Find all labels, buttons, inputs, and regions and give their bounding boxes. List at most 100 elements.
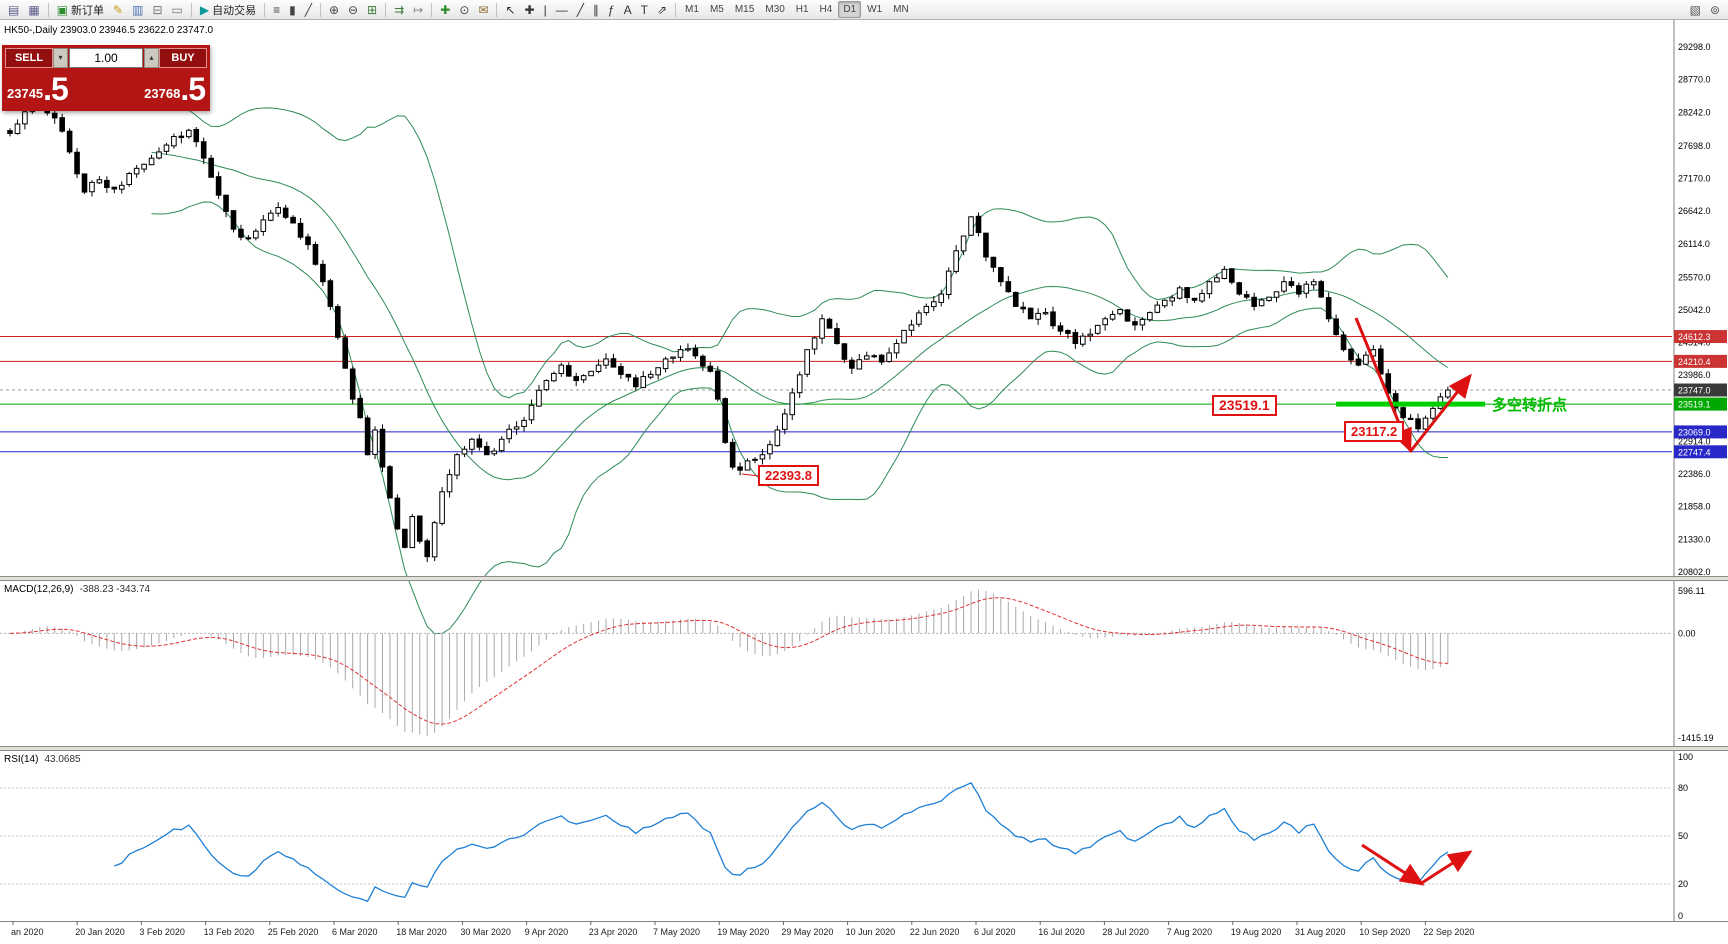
cursor-icon: ↖ (505, 2, 516, 17)
line-chart-mode-button[interactable]: ╱ (301, 1, 316, 18)
indicators-button[interactable]: ✚ (436, 1, 454, 18)
chart-background (0, 20, 1728, 944)
price-axis-label: 28770.0 (1678, 75, 1711, 85)
volume-input[interactable] (70, 49, 142, 67)
autotrading-button[interactable]: ▶ 自动交易 (196, 1, 260, 18)
candle-body (953, 250, 959, 272)
candle-body (893, 342, 900, 354)
time-axis-label: 19 May 2020 (717, 927, 769, 937)
rsi-trend-arrow-4[interactable] (1419, 850, 1473, 886)
terminal-button[interactable]: ▭ (168, 1, 187, 18)
timeframe-m30-button[interactable]: M30 (760, 1, 789, 18)
price-annotation-23519[interactable]: 23519.1 (1212, 395, 1277, 416)
market-watch-button[interactable]: ▥ (128, 1, 147, 18)
auto-scroll-button[interactable]: ⇉ (390, 1, 408, 18)
new-order-button-label: 新订单 (71, 4, 105, 17)
trendline-button[interactable]: ╱ (573, 1, 588, 18)
candle-body (245, 237, 252, 240)
candle-body (588, 370, 594, 377)
candle-body (990, 256, 997, 268)
new-order-button[interactable]: ▣ 新订单 (53, 1, 108, 18)
timeframe-m1-button[interactable]: M1 (680, 1, 704, 18)
rsi-trend-arrow-3[interactable] (1361, 843, 1425, 886)
candle-body (81, 173, 88, 193)
panel-splitter-1[interactable] (0, 576, 1728, 581)
bar-chart-mode-button[interactable]: ≡ (269, 1, 284, 18)
text-tool-button[interactable]: A (620, 1, 636, 18)
rsi-line (114, 782, 1449, 903)
zoom-in-button[interactable]: ⊕ (325, 1, 343, 18)
candle-body (1102, 318, 1108, 326)
price-annotation-23117[interactable]: 23117.2 (1344, 421, 1405, 442)
equidistant-channel-button[interactable]: ∥ (589, 1, 603, 18)
candle-body (849, 359, 855, 369)
main-trend-arrow-2[interactable] (1408, 373, 1472, 453)
volume-increase-button[interactable]: ▴ (144, 48, 159, 68)
templates-button[interactable]: ✉ (474, 1, 492, 18)
periods-button[interactable]: ⊙ (455, 1, 473, 18)
candle-body (670, 356, 676, 359)
metaeditor-button[interactable]: ✎ (109, 1, 127, 18)
candle-body (1206, 281, 1213, 295)
fibonacci-button[interactable]: ƒ (604, 1, 619, 18)
new-window-icon: ▧ (1689, 2, 1701, 17)
timeframe-h1-button[interactable]: H1 (791, 1, 814, 18)
market-watch-icon: ▥ (132, 2, 144, 17)
candle-body (1191, 297, 1198, 301)
sell-button[interactable]: SELL (5, 48, 53, 68)
time-axis-label: 10 Sep 2020 (1359, 927, 1410, 937)
cursor-button[interactable]: ↖ (501, 1, 519, 18)
tile-windows-icon: ⊞ (367, 2, 378, 17)
price-axis-label: 26642.0 (1678, 206, 1711, 216)
candle-body (595, 364, 602, 372)
toolbar-separator (431, 2, 433, 17)
timeframe-d1-button[interactable]: D1 (838, 1, 862, 18)
navigator-button[interactable]: ⊟ (148, 1, 166, 18)
buy-button[interactable]: BUY (159, 48, 207, 68)
new-window-button[interactable]: ▧ (1686, 1, 1705, 18)
candlestick-mode-button[interactable]: ▮ (285, 1, 300, 18)
candle-body (1035, 312, 1041, 320)
price-annotation-22393[interactable]: 22393.8 (758, 465, 819, 486)
price-tag-label: 22747.4 (1678, 447, 1711, 457)
price-tag-label: 24612.3 (1678, 332, 1711, 342)
candle-body (1117, 309, 1123, 315)
label-tool-button[interactable]: T (637, 1, 652, 18)
time-axis-label: 28 Jul 2020 (1102, 927, 1149, 937)
new-chart-button[interactable]: ▤ (4, 1, 23, 18)
one-click-trade-panel: SELL ▾ ▴ BUY 23745.5 23768.5 (2, 45, 210, 111)
search-button[interactable]: ⊚ (1706, 1, 1724, 18)
line-chart-mode-icon: ╱ (304, 2, 312, 17)
zoom-out-button[interactable]: ⊖ (344, 1, 362, 18)
profiles-button[interactable]: ▦ (24, 1, 43, 18)
candle-body (1303, 283, 1310, 294)
candle-body (1221, 268, 1228, 280)
volume-decrease-button[interactable]: ▾ (53, 48, 68, 68)
timeframe-m15-button[interactable]: M15 (730, 1, 759, 18)
candle-body (491, 450, 498, 455)
candle-body (1363, 354, 1369, 365)
chart-shift-button[interactable]: ↦ (409, 1, 427, 18)
vertical-line-button[interactable]: | (540, 1, 551, 18)
equidistant-channel-icon: ∥ (592, 2, 599, 17)
price-tag-label: 23747.0 (1678, 386, 1711, 396)
candle-body (811, 337, 818, 350)
price-tag-23519.1 (1674, 397, 1727, 411)
timeframe-m5-button[interactable]: M5 (705, 1, 729, 18)
tile-windows-button[interactable]: ⊞ (363, 1, 381, 18)
arrows-tool-button[interactable]: ⇗ (653, 1, 671, 18)
horizontal-line-button[interactable]: — (552, 1, 572, 18)
panel-splitter-2[interactable] (0, 746, 1728, 751)
timeframe-mn-button[interactable]: MN (888, 1, 914, 18)
crosshair-button[interactable]: ✚ (521, 1, 539, 18)
timeframe-h4-button[interactable]: H4 (815, 1, 838, 18)
turning-point-label[interactable]: 多空转折点 (1492, 397, 1568, 414)
candle-body (342, 337, 349, 369)
candle-body (148, 157, 155, 166)
candle-body (476, 438, 483, 448)
bollinger-middle-band[interactable] (151, 151, 1449, 481)
timeframe-w1-button[interactable]: W1 (862, 1, 887, 18)
candle-body (692, 347, 699, 357)
candlestick-mode-icon: ▮ (289, 2, 296, 17)
